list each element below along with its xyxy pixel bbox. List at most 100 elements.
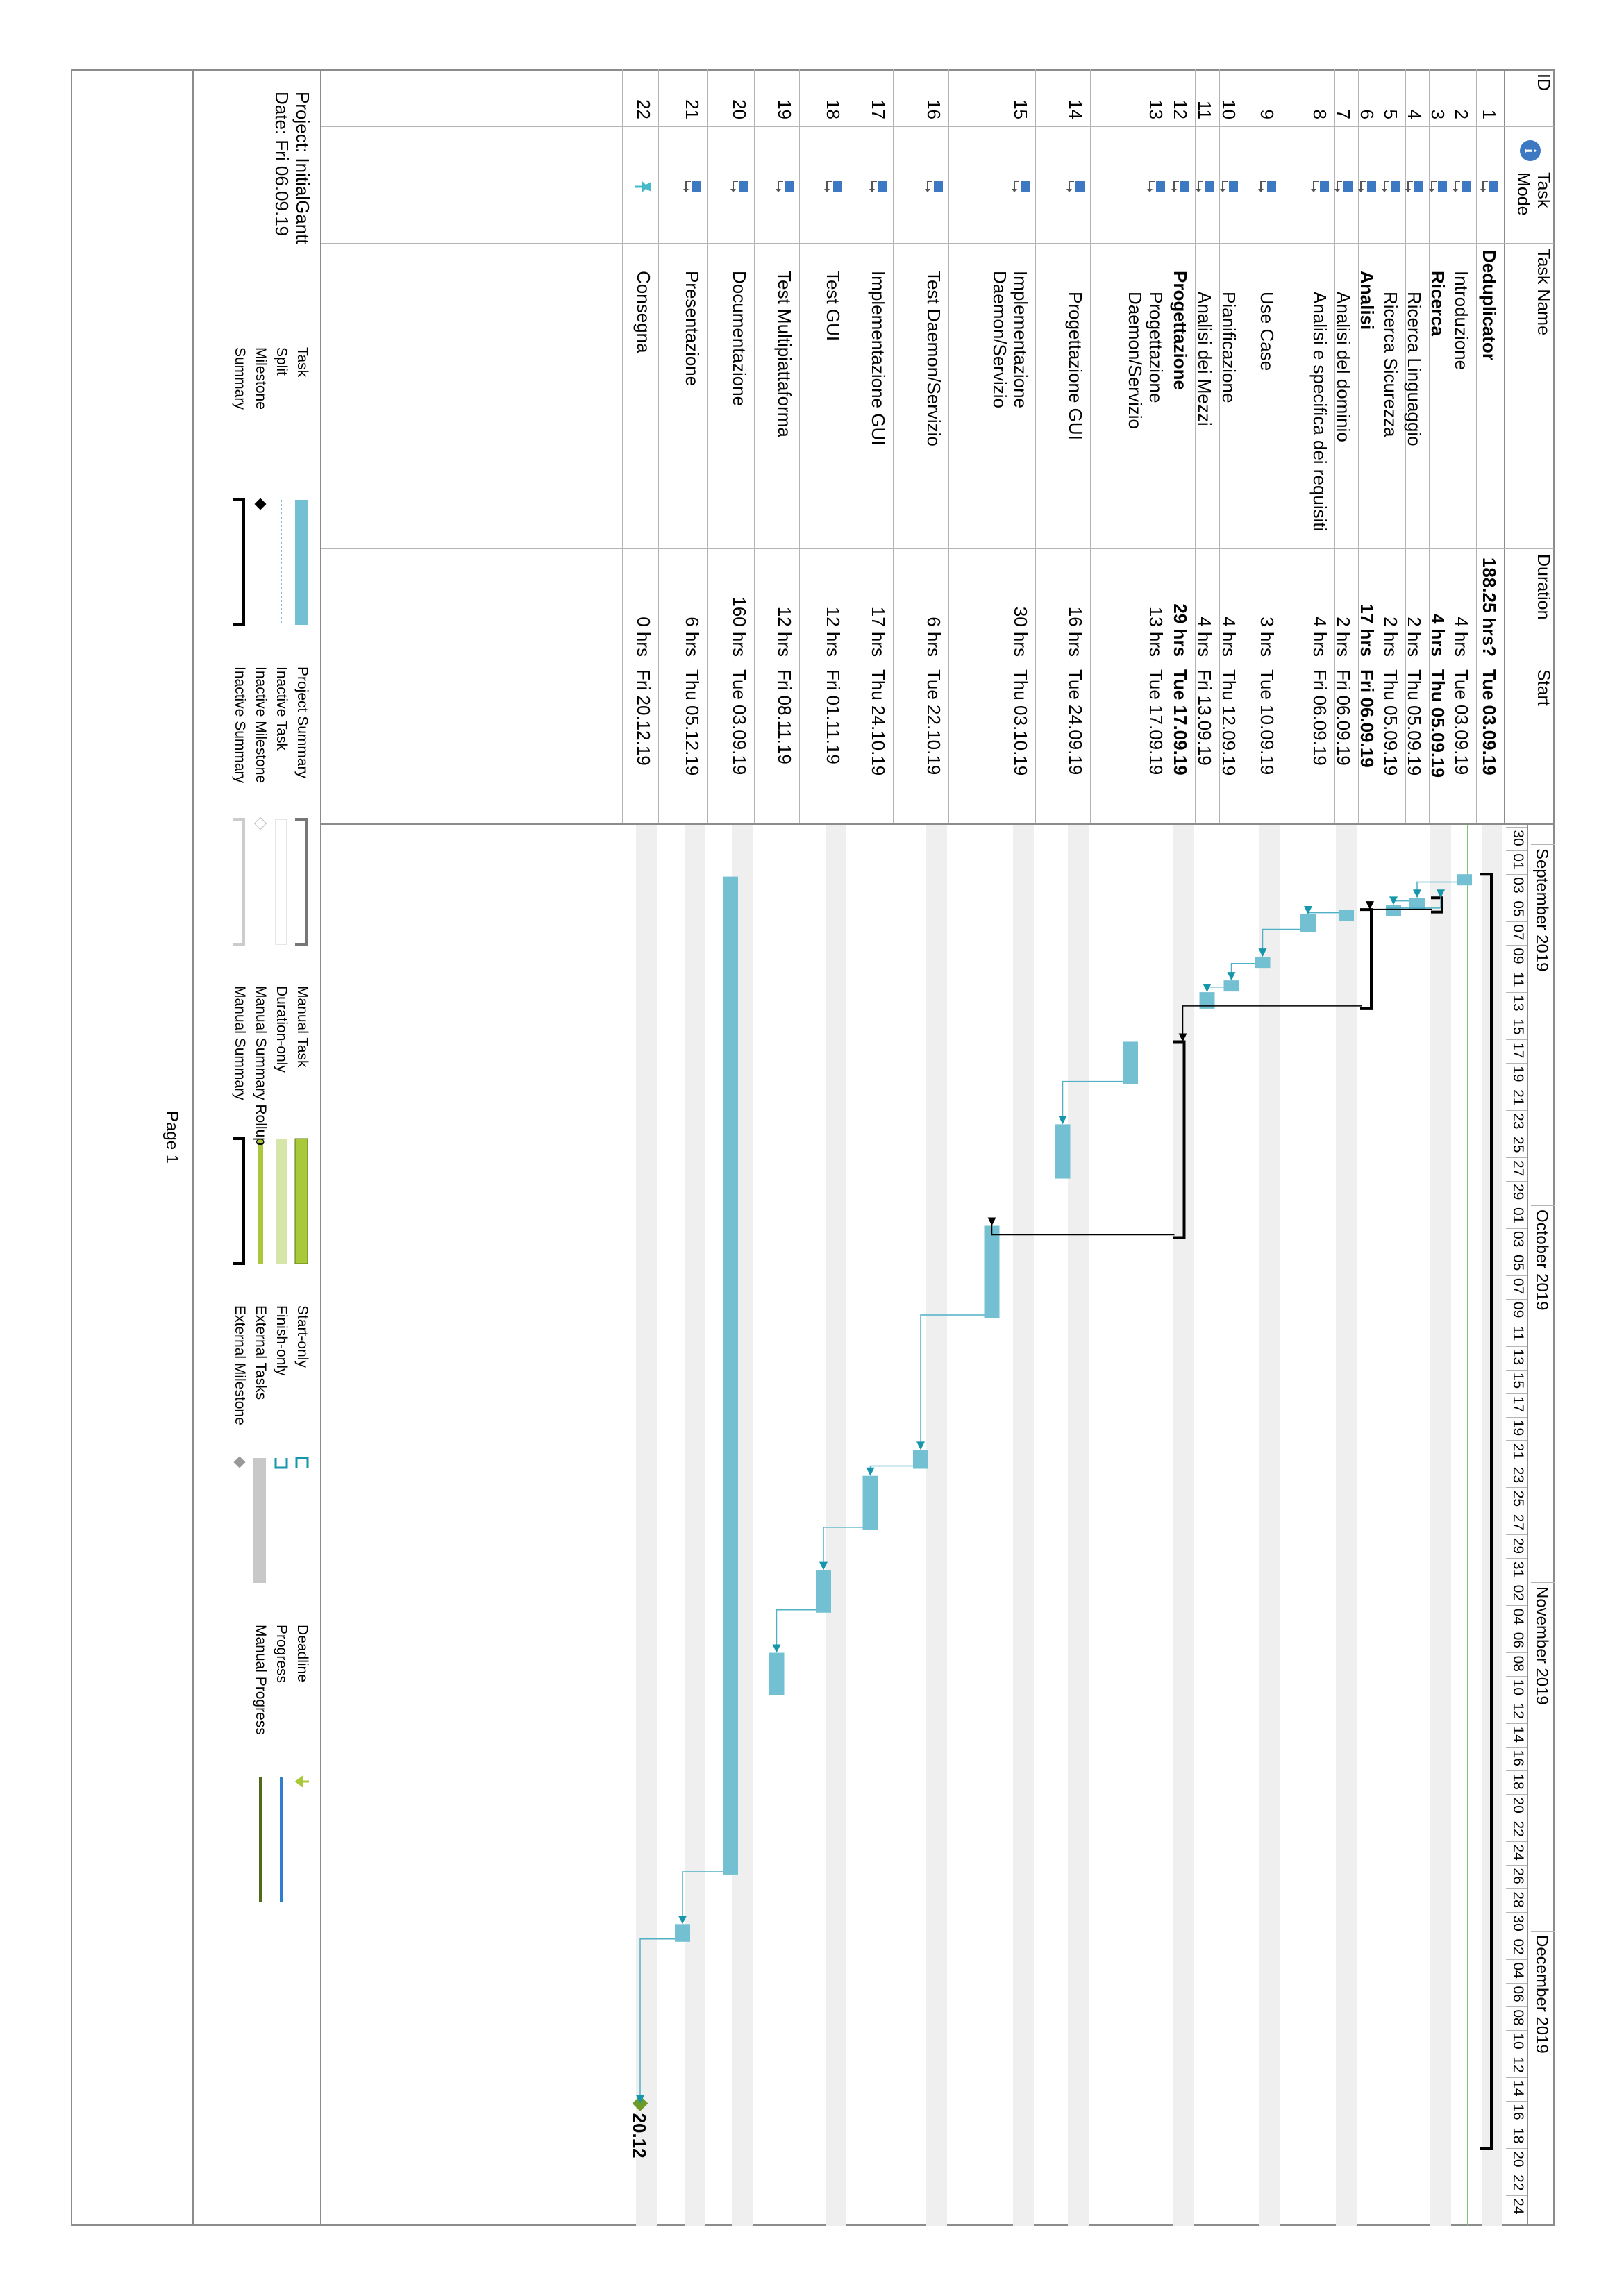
month-separator	[1531, 1205, 1555, 1206]
task-bar	[1123, 1041, 1138, 1084]
task-bar	[1255, 957, 1271, 969]
task-start: Thu 12.09.19	[1219, 669, 1239, 776]
day-label: 15	[1510, 1019, 1526, 1035]
dependency-link	[639, 1938, 675, 2097]
task-bar	[816, 1570, 831, 1613]
dependency-arrow	[1366, 901, 1374, 910]
legend-label: Inactive Summary	[232, 667, 248, 784]
auto-scheduled-icon	[1382, 181, 1400, 192]
task-start: Tue 17.09.19	[1170, 669, 1191, 776]
task-id: 15	[1010, 99, 1031, 119]
task-bar	[1223, 980, 1239, 992]
day-label: 24	[1510, 1844, 1526, 1861]
dependency-arrow	[1389, 896, 1398, 905]
task-start: Thu 05.09.19	[1380, 669, 1401, 776]
legend-label: Project Summary	[294, 667, 310, 779]
task-id: 7	[1333, 109, 1354, 119]
row-divider	[1476, 69, 1477, 823]
task-duration: 6 hrs	[682, 617, 703, 657]
month-separator	[1531, 844, 1555, 845]
auto-scheduled-icon	[1334, 181, 1353, 192]
task-duration: 12 hrs	[823, 606, 844, 657]
task-duration: 2 hrs	[1333, 617, 1354, 657]
task-id: 14	[1065, 99, 1086, 119]
auto-scheduled-icon	[683, 181, 701, 192]
month-label: November 2019	[1532, 1586, 1551, 1705]
task-duration: 4 hrs	[1309, 617, 1330, 657]
task-duration: 16 hrs	[1065, 606, 1086, 657]
day-label: 15	[1510, 1372, 1526, 1389]
day-label: 25	[1510, 1137, 1526, 1153]
task-bar	[1199, 992, 1215, 1009]
table-row: 9 Use Case 3 hrs Tue 10.09.19	[1244, 69, 1282, 823]
task-start: Thu 24.10.19	[868, 669, 889, 776]
task-duration: 29 hrs	[1170, 603, 1191, 657]
task-start: Fri 01.11.19	[823, 669, 844, 764]
task-id: 20	[729, 99, 750, 119]
dependency-arrow	[819, 1561, 828, 1570]
day-label: 17	[1510, 1042, 1526, 1059]
deadline-swatch	[294, 1775, 309, 1788]
auto-scheduled-icon	[1258, 181, 1276, 192]
auto-scheduled-icon	[1196, 181, 1214, 192]
day-label: 23	[1510, 1466, 1526, 1484]
table-row: 3 Ricerca 4 hrs Thu 05.09.19	[1428, 69, 1453, 823]
auto-scheduled-icon	[1171, 181, 1189, 192]
task-duration: 0 hrs	[633, 617, 654, 657]
day-label: 07	[1510, 924, 1526, 941]
info-icon: i	[1520, 140, 1541, 161]
auto-scheduled-icon	[1220, 181, 1238, 192]
day-label: 10	[1510, 2033, 1526, 2050]
summary-bar	[1480, 873, 1493, 2150]
task-start: Fri 20.12.19	[633, 669, 654, 766]
summary-bar	[1173, 1040, 1186, 1239]
task-bar	[1339, 910, 1354, 921]
table-row: 21 Presentazione 6 hrs Thu 05.12.19	[658, 69, 707, 823]
row-divider	[893, 69, 894, 823]
dependency-arrow	[1413, 889, 1421, 898]
manual-progress-swatch	[259, 1777, 262, 1902]
legend-label: Deadline	[294, 1625, 310, 1682]
day-label: 11	[1510, 1325, 1526, 1341]
table-row: 12 Progettazione 29 hrs Tue 17.09.19	[1170, 69, 1195, 823]
day-label: 13	[1510, 1348, 1526, 1366]
legend-swatches	[233, 498, 309, 1902]
task-id: 16	[923, 99, 944, 119]
finish-only-swatch	[274, 1458, 288, 1469]
task-name: Presentazione	[682, 271, 703, 387]
task-start: Tue 24.09.19	[1065, 669, 1086, 776]
table-row: 1 Deduplicator 188.25 hrs? Tue 03.09.19	[1476, 69, 1504, 823]
pin-icon	[635, 181, 651, 193]
task-name: Ricerca Linguaggio	[1404, 292, 1425, 446]
task-bar	[913, 1450, 928, 1469]
timescale-header: September 2019 October 2019 November 2019 D…	[1505, 825, 1555, 2226]
day-label: 18	[1510, 2127, 1526, 2144]
page-number: Page 1	[162, 1111, 181, 1164]
task-swatch	[295, 500, 308, 625]
day-label: 26	[1510, 1868, 1526, 1884]
task-id: 3	[1428, 109, 1448, 119]
row-divider	[799, 69, 800, 823]
task-id: 2	[1451, 109, 1472, 119]
day-label: 19	[1510, 1066, 1526, 1082]
auto-scheduled-icon	[1012, 181, 1030, 192]
day-label: 27	[1510, 1514, 1526, 1531]
auto-scheduled-icon	[1480, 181, 1498, 192]
table-row: 10 Pianificazione 4 hrs Thu 12.09.19	[1219, 69, 1244, 823]
day-label: 18	[1510, 1773, 1526, 1790]
task-name: Ricerca Sicurezza	[1380, 292, 1401, 437]
day-label: 04	[1510, 1608, 1526, 1625]
legend-label: Split	[274, 347, 290, 376]
task-duration: 17 hrs	[1357, 603, 1378, 657]
table-row: 20 Documentazione 160 hrs Tue 03.09.19	[707, 69, 754, 823]
task-name: Deduplicator	[1479, 250, 1500, 360]
task-duration: 4 hrs	[1219, 617, 1239, 657]
col-start-header: Start	[1534, 669, 1553, 706]
task-duration: 30 hrs	[1010, 606, 1031, 657]
task-id: 5	[1380, 109, 1401, 119]
legend: Task Split Milestone Summary Project Summary…	[194, 347, 319, 2013]
dependency-link	[1416, 881, 1457, 891]
day-label: 27	[1510, 1160, 1526, 1177]
inactive-summary-swatch	[233, 818, 245, 946]
